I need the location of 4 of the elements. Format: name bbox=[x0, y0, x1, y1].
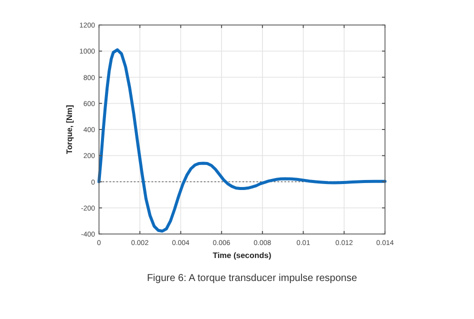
line-series bbox=[98, 48, 386, 233]
y-axis-title: Torque, [Nm] bbox=[65, 104, 74, 154]
x-axis-title: Time (seconds) bbox=[212, 251, 272, 260]
caption: Figure 6: A torque transducer impulse response bbox=[146, 273, 358, 284]
